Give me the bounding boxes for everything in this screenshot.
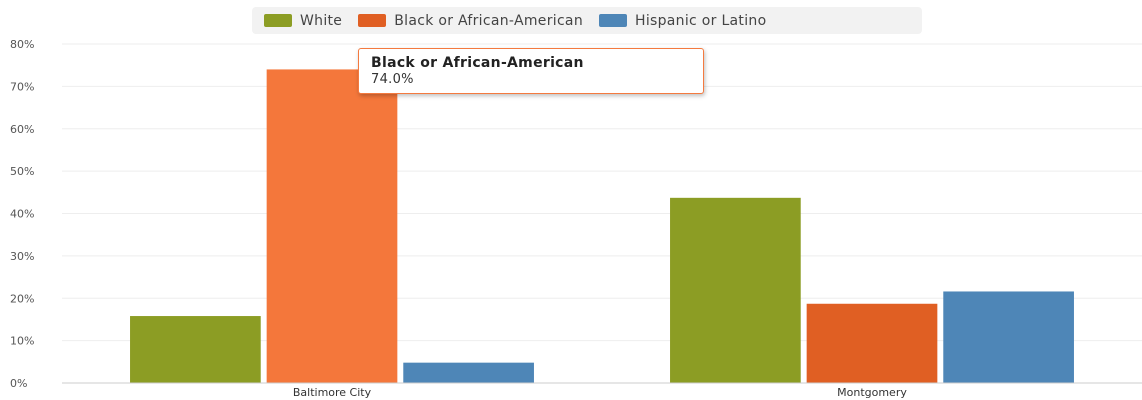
legend-swatch <box>358 14 387 27</box>
legend-label: Black or African-American <box>394 12 583 29</box>
x-category-label: Montgomery <box>837 386 907 399</box>
y-tick-label: 60% <box>10 123 34 136</box>
y-tick-label: 10% <box>10 335 34 348</box>
y-tick-label: 50% <box>10 165 34 178</box>
x-category-label: Baltimore City <box>293 386 372 399</box>
bar-black-or-african-american-baltimore-city <box>266 69 398 384</box>
chart-legend: White Black or African-American Hispanic o… <box>252 7 922 34</box>
bar-white-baltimore-city <box>130 316 261 383</box>
legend-item-hispanic-or-latino[interactable]: Hispanic or Latino <box>599 13 766 29</box>
legend-swatch <box>264 14 292 27</box>
legend-label: White <box>300 12 343 29</box>
y-tick-label: 0% <box>10 377 27 390</box>
y-tick-label: 40% <box>10 208 34 221</box>
y-tick-label: 30% <box>10 250 34 263</box>
chart-tooltip: Black or African-American 74.0% <box>358 48 704 94</box>
legend-item-black-or-african-american[interactable]: Black or African-American <box>358 13 583 29</box>
bar-hispanic-or-latino-baltimore-city <box>403 362 534 383</box>
legend-swatch <box>599 14 627 27</box>
tooltip-value: 74.0% <box>371 72 414 87</box>
y-tick-label: 80% <box>10 38 34 51</box>
y-tick-label: 70% <box>10 80 34 93</box>
bar-black-or-african-american-montgomery <box>806 303 938 383</box>
legend-label: Hispanic or Latino <box>635 12 767 29</box>
legend-item-white[interactable]: White <box>264 13 342 29</box>
tooltip-series-name: Black or African-American <box>371 55 584 71</box>
bar-hispanic-or-latino-montgomery <box>943 291 1074 383</box>
y-tick-label: 20% <box>10 292 34 305</box>
bar-white-montgomery <box>670 197 801 383</box>
